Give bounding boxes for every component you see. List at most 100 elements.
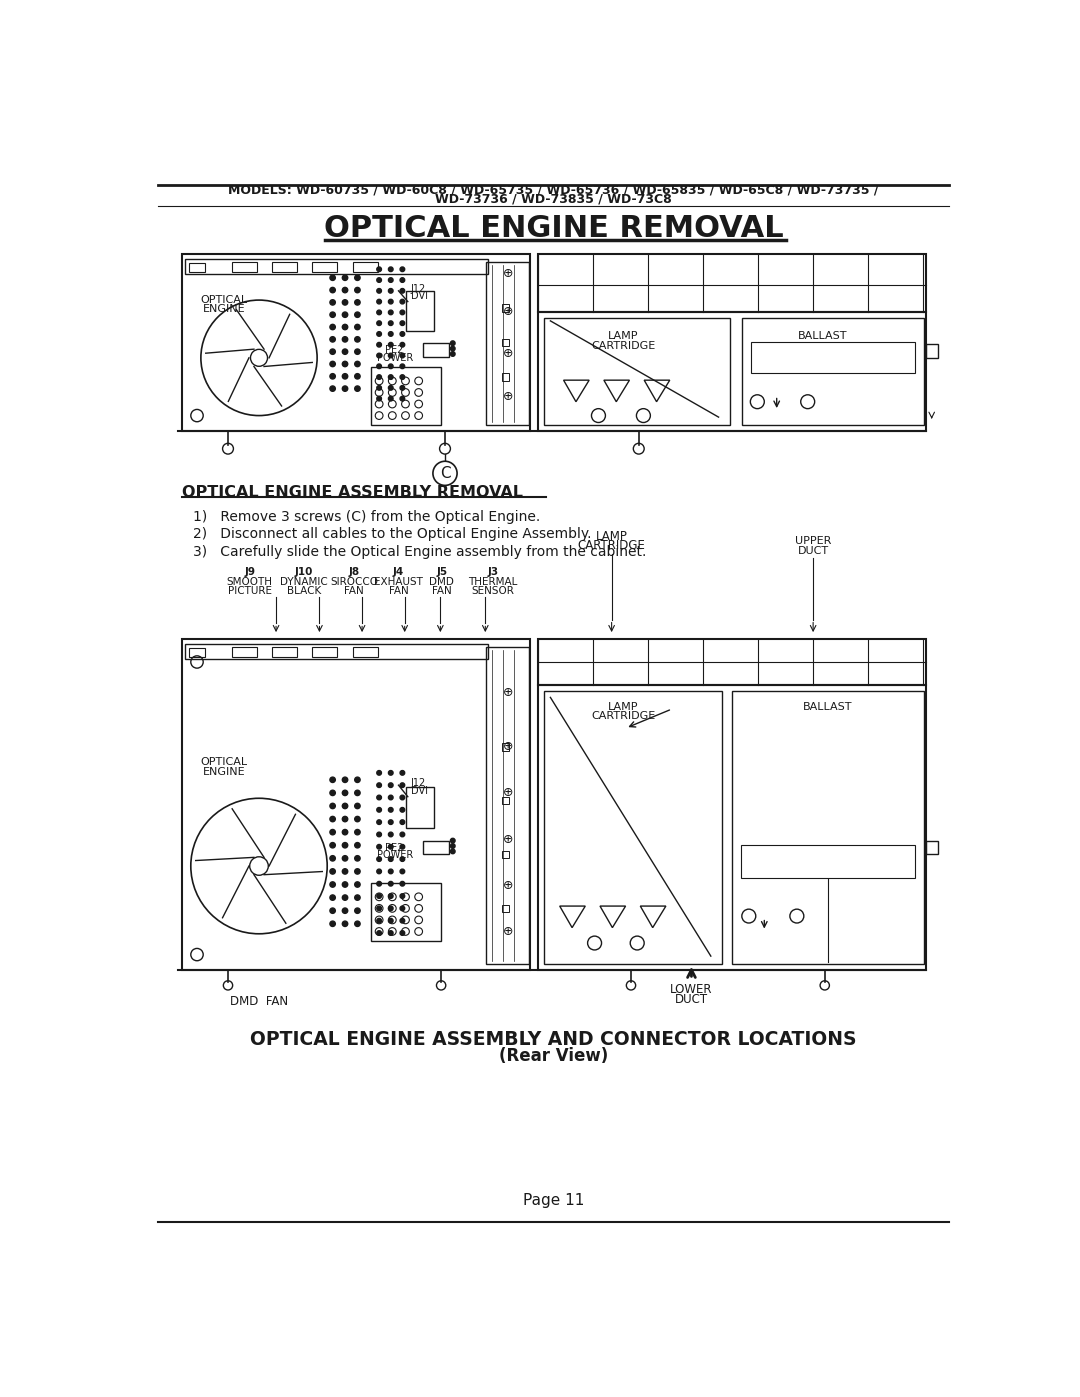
Circle shape bbox=[450, 352, 455, 356]
Text: ⊕: ⊕ bbox=[502, 348, 513, 360]
Circle shape bbox=[389, 782, 393, 788]
Text: WD-73736 / WD-73835 / WD-73C8: WD-73736 / WD-73835 / WD-73C8 bbox=[435, 193, 672, 205]
Circle shape bbox=[342, 869, 348, 875]
Circle shape bbox=[389, 374, 393, 380]
Circle shape bbox=[222, 443, 233, 454]
Circle shape bbox=[400, 331, 405, 337]
Circle shape bbox=[389, 907, 393, 911]
Circle shape bbox=[389, 833, 393, 837]
Text: DUCT: DUCT bbox=[797, 546, 828, 556]
Text: OPTICAL ENGINE REMOVAL: OPTICAL ENGINE REMOVAL bbox=[324, 214, 783, 243]
Text: LOWER: LOWER bbox=[671, 983, 713, 996]
Circle shape bbox=[329, 882, 335, 887]
Circle shape bbox=[377, 771, 381, 775]
Text: DVI: DVI bbox=[410, 291, 428, 302]
Text: ⊕: ⊕ bbox=[502, 267, 513, 279]
Circle shape bbox=[400, 374, 405, 380]
Text: OPTICAL: OPTICAL bbox=[201, 295, 247, 305]
Circle shape bbox=[440, 443, 450, 454]
Text: Page 11: Page 11 bbox=[523, 1193, 584, 1208]
Bar bbox=[312, 261, 337, 271]
Circle shape bbox=[633, 443, 644, 454]
Text: CARTRIDGE: CARTRIDGE bbox=[578, 539, 646, 552]
Bar bbox=[538, 312, 926, 432]
Circle shape bbox=[377, 386, 381, 390]
Text: DMD  FAN: DMD FAN bbox=[230, 995, 288, 1007]
Circle shape bbox=[377, 353, 381, 358]
Circle shape bbox=[389, 918, 393, 923]
Bar bbox=[742, 317, 924, 425]
Circle shape bbox=[354, 386, 360, 391]
Bar bbox=[926, 344, 937, 358]
Circle shape bbox=[389, 310, 393, 314]
Circle shape bbox=[400, 310, 405, 314]
Circle shape bbox=[389, 771, 393, 775]
Circle shape bbox=[354, 895, 360, 900]
Circle shape bbox=[389, 820, 393, 824]
Circle shape bbox=[450, 341, 455, 345]
Circle shape bbox=[329, 791, 335, 795]
Text: J4: J4 bbox=[393, 567, 404, 577]
Circle shape bbox=[342, 855, 348, 861]
Circle shape bbox=[400, 289, 405, 293]
Circle shape bbox=[342, 791, 348, 795]
Circle shape bbox=[389, 299, 393, 305]
Circle shape bbox=[329, 362, 335, 366]
Text: BLACK: BLACK bbox=[287, 585, 321, 595]
Bar bbox=[486, 261, 529, 425]
Circle shape bbox=[342, 324, 348, 330]
Circle shape bbox=[400, 342, 405, 346]
Circle shape bbox=[329, 842, 335, 848]
Text: ENGINE: ENGINE bbox=[203, 767, 245, 777]
Circle shape bbox=[400, 930, 405, 936]
Circle shape bbox=[329, 288, 335, 293]
Circle shape bbox=[342, 830, 348, 835]
Bar bbox=[181, 638, 530, 970]
Bar bbox=[544, 692, 723, 964]
Circle shape bbox=[450, 838, 455, 842]
Circle shape bbox=[342, 300, 348, 305]
Circle shape bbox=[329, 275, 335, 281]
Circle shape bbox=[329, 908, 335, 914]
Circle shape bbox=[400, 299, 405, 305]
Text: ⊕: ⊕ bbox=[502, 925, 513, 937]
Circle shape bbox=[354, 791, 360, 795]
Bar bbox=[501, 373, 510, 381]
Circle shape bbox=[377, 894, 381, 898]
Circle shape bbox=[342, 816, 348, 821]
Text: ⊕: ⊕ bbox=[502, 833, 513, 845]
Circle shape bbox=[389, 930, 393, 936]
Bar bbox=[353, 261, 378, 271]
Circle shape bbox=[400, 844, 405, 849]
Circle shape bbox=[329, 312, 335, 317]
Text: PE2: PE2 bbox=[386, 345, 404, 355]
Text: SIROCCO: SIROCCO bbox=[330, 577, 378, 587]
Circle shape bbox=[389, 289, 393, 293]
Circle shape bbox=[377, 374, 381, 380]
Text: J5: J5 bbox=[436, 567, 447, 577]
Circle shape bbox=[377, 907, 381, 911]
Circle shape bbox=[354, 312, 360, 317]
Text: BALLAST: BALLAST bbox=[798, 331, 847, 341]
Bar bbox=[544, 317, 730, 425]
Circle shape bbox=[400, 882, 405, 886]
Circle shape bbox=[400, 782, 405, 788]
Text: J12: J12 bbox=[410, 778, 427, 788]
Bar bbox=[486, 647, 529, 964]
Circle shape bbox=[329, 803, 335, 809]
Circle shape bbox=[354, 324, 360, 330]
Circle shape bbox=[354, 362, 360, 366]
Circle shape bbox=[377, 844, 381, 849]
Circle shape bbox=[329, 324, 335, 330]
Circle shape bbox=[342, 882, 348, 887]
Circle shape bbox=[389, 795, 393, 800]
Text: SMOOTH: SMOOTH bbox=[227, 577, 272, 587]
Circle shape bbox=[450, 849, 455, 854]
Circle shape bbox=[436, 981, 446, 990]
Text: POWER: POWER bbox=[377, 851, 413, 861]
Circle shape bbox=[389, 856, 393, 862]
Circle shape bbox=[400, 807, 405, 812]
Circle shape bbox=[354, 842, 360, 848]
Circle shape bbox=[329, 337, 335, 342]
Circle shape bbox=[377, 782, 381, 788]
